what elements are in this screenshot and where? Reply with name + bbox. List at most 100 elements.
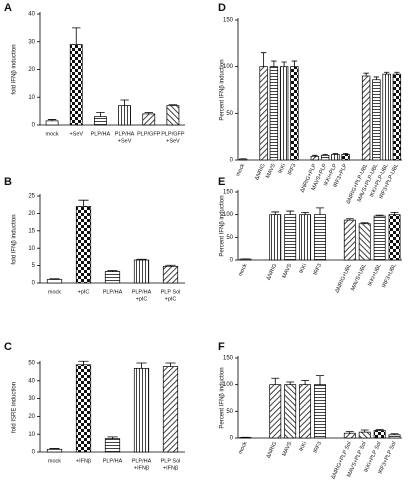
y-tick-label: 25 <box>28 194 35 200</box>
x-tick-label: ΔNRIG <box>254 163 267 181</box>
x-tick-label: mock <box>238 441 249 456</box>
y-tick-label: 40 <box>28 378 35 384</box>
y-tick-label: 20 <box>28 67 35 73</box>
bar <box>94 116 107 126</box>
bar <box>269 66 279 161</box>
x-tick-label: IKKi <box>299 441 309 453</box>
bar <box>373 215 386 261</box>
x-tick-label: PLP/HA <box>103 289 123 295</box>
x-tick-label: +IFNβ <box>163 465 178 471</box>
error-bar <box>136 362 147 369</box>
x-tick-label: +IFNβ <box>134 465 149 471</box>
x-tick-label: IKKi <box>299 263 309 275</box>
bar <box>104 271 121 284</box>
y-tick-label: 10 <box>28 246 35 252</box>
panel-letter: B <box>4 176 12 188</box>
x-tick-label: MAVS <box>281 441 293 458</box>
y-axis-label: Percent IFNβ induction <box>220 195 226 256</box>
bar <box>299 214 312 261</box>
panel-letter: F <box>218 341 225 353</box>
y-tick-label: 10 <box>28 432 35 438</box>
error-bar <box>78 199 89 207</box>
y-tick-label: 50 <box>28 361 35 367</box>
y-tick-label: 150 <box>223 356 234 362</box>
x-tick-label: IKKi+UBL <box>367 263 383 287</box>
bar <box>331 154 340 161</box>
y-tick-label: 100 <box>223 212 234 218</box>
x-tick-label: PLP/HA <box>115 131 135 137</box>
bar <box>269 384 282 439</box>
error-bar <box>260 52 267 67</box>
bar <box>238 158 248 161</box>
y-tick-label: 30 <box>28 396 35 402</box>
x-tick-label: MAVS <box>281 263 293 280</box>
bar <box>162 366 179 453</box>
x-tick-label: ΔNRIG <box>266 441 279 459</box>
y-axis-label: Percent IFNβ induction <box>220 59 226 120</box>
bar <box>314 384 326 439</box>
y-tick-label: 0 <box>230 258 234 264</box>
y-tick-label: 20 <box>28 211 35 217</box>
x-tick-label: ΔNRIG <box>266 263 279 281</box>
error-bar <box>373 76 380 80</box>
bar <box>299 384 312 439</box>
bar <box>382 73 391 161</box>
x-tick-label: mock <box>48 458 61 464</box>
x-tick-label: MAVS+UBL <box>350 263 368 292</box>
bar <box>259 66 268 161</box>
error-bar <box>291 60 298 67</box>
bar <box>372 79 381 161</box>
y-tick-label: 5 <box>32 263 36 269</box>
x-tick-label: PLP/HA <box>132 458 152 464</box>
x-tick-label: IRF3 <box>287 163 297 176</box>
x-tick-label: MAVS <box>265 163 277 180</box>
axis-line <box>39 12 185 126</box>
error-bar <box>72 27 81 45</box>
bar <box>284 384 297 439</box>
bar <box>46 279 63 284</box>
bar <box>290 66 299 161</box>
y-tick-label: 40 <box>28 12 35 18</box>
x-tick-label: +IFNβ <box>76 458 91 464</box>
bar <box>361 75 371 161</box>
y-axis-label: fold IFNβ induction <box>12 44 18 94</box>
error-bar <box>271 377 280 385</box>
bar <box>341 154 350 161</box>
x-tick-label: IRF3 <box>313 441 323 454</box>
y-tick-label: 0 <box>32 123 36 129</box>
bar <box>142 113 156 126</box>
bar <box>104 438 121 453</box>
bar <box>239 258 252 261</box>
y-tick-label: 15 <box>28 228 35 234</box>
bar <box>269 214 282 261</box>
y-tick-label: 10 <box>28 95 35 101</box>
y-tick-label: 100 <box>223 64 234 70</box>
y-tick-label: 0 <box>230 158 234 164</box>
panel-letter: A <box>4 2 12 14</box>
y-tick-label: 0 <box>32 450 36 456</box>
bar <box>162 265 179 284</box>
y-tick-label: 50 <box>226 409 233 415</box>
bar <box>388 434 401 439</box>
bar <box>392 73 402 161</box>
x-tick-label: mock <box>238 263 249 278</box>
x-tick-label: IRF3 <box>313 263 323 276</box>
x-tick-label: IKKi <box>278 163 288 175</box>
y-tick-label: 0 <box>32 281 36 287</box>
error-bar <box>360 429 369 433</box>
error-bar <box>286 381 295 385</box>
x-tick-label: PLP/HA <box>91 131 111 137</box>
bar <box>133 259 150 284</box>
error-bar <box>390 212 399 215</box>
bar <box>133 367 150 453</box>
y-tick-label: 0 <box>230 436 234 442</box>
bar <box>284 214 297 261</box>
panel-letter: E <box>218 176 225 188</box>
x-tick-label: PLP Sol <box>161 458 181 464</box>
error-bar <box>316 375 324 385</box>
y-tick-label: 30 <box>28 39 35 45</box>
y-axis-label: Percent IFNβ induction <box>220 367 226 428</box>
y-tick-label: 50 <box>226 235 233 241</box>
bar <box>310 155 320 161</box>
y-axis-label: fold IFNβ induction <box>12 214 18 264</box>
